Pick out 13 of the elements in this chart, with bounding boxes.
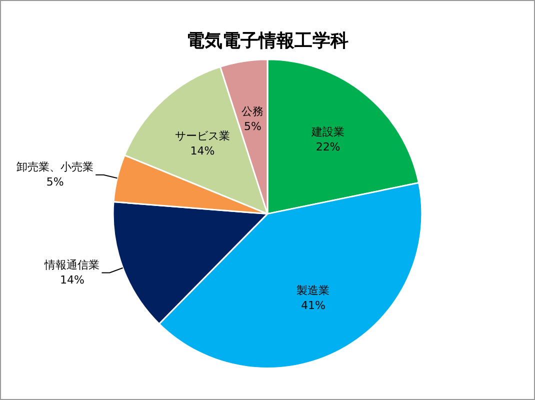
- data-label: 14%: [190, 144, 215, 158]
- slice-label: サービス業: [174, 129, 230, 142]
- data-label: 41%: [300, 298, 326, 312]
- chart-title: 電気電子情報工学科: [186, 30, 348, 52]
- data-label: 5%: [46, 176, 64, 189]
- slice-label: 製造業: [296, 284, 330, 297]
- data-label: 22%: [316, 140, 340, 154]
- slice-label: 情報通信業: [44, 258, 100, 272]
- slice-label: 建設業: [310, 125, 345, 138]
- data-label: 14%: [60, 274, 84, 287]
- data-label: 5%: [244, 120, 262, 134]
- slice-label: 公務: [242, 105, 264, 118]
- slice-label: 卸売業、小売業: [16, 160, 94, 174]
